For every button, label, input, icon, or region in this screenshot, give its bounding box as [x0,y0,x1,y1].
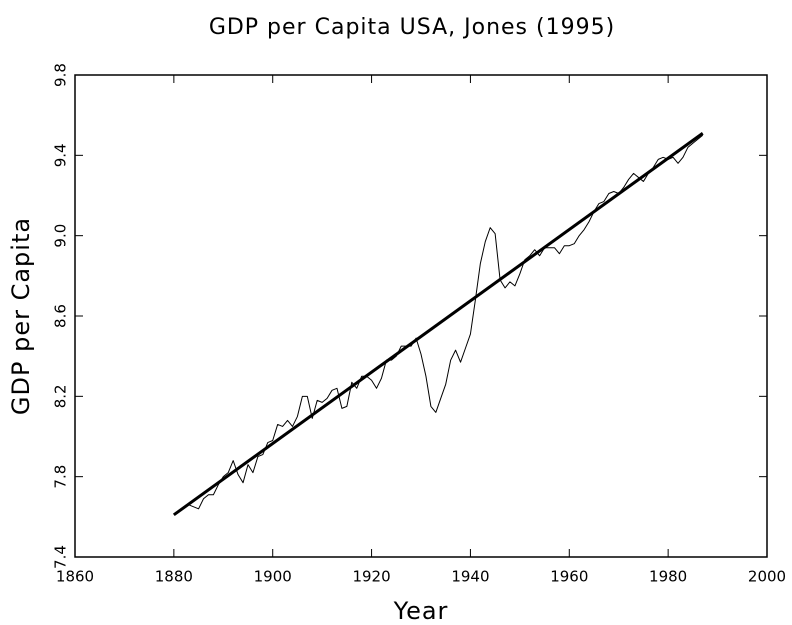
plot-frame [74,74,768,558]
y-tick-label: 7.8 [52,465,70,489]
data-line [173,134,704,516]
y-tick-label: 8.6 [52,304,70,328]
x-axis-title: Year [393,597,449,625]
y-tick-label: 9.0 [52,224,70,248]
x-tick-label: 1960 [550,568,588,586]
y-tick-label: 8.2 [52,384,70,408]
y-axis-title: GDP per Capita [7,217,35,415]
x-tick-label: 2000 [748,568,786,586]
y-tick-label: 7.4 [52,545,70,569]
y-tick-label: 9.8 [52,63,70,87]
y-tick-label: 9.4 [52,143,70,167]
data-line [172,132,704,517]
x-tick-label: 1940 [451,568,489,586]
x-tick-label: 1980 [649,568,687,586]
chart-title: GDP per Capita USA, Jones (1995) [209,15,615,40]
x-tick-label: 1880 [155,568,193,586]
x-tick-label: 1860 [56,568,94,586]
x-tick-label: 1920 [352,568,390,586]
x-tick-label: 1900 [254,568,292,586]
